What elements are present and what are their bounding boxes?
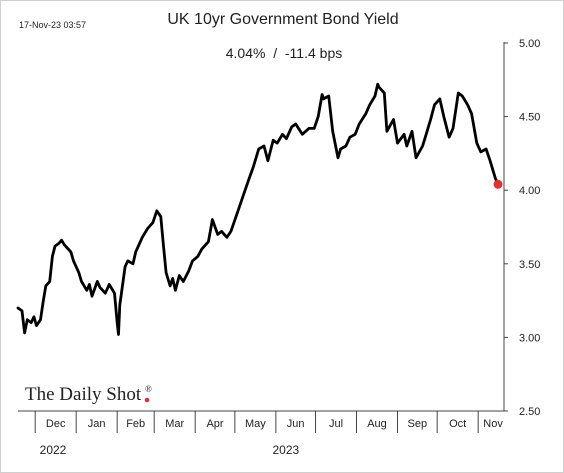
y-axis: 5.00 4.50 4.00 3.50 3.00 2.50 bbox=[504, 38, 540, 418]
y-tick-label: 3.00 bbox=[519, 332, 540, 344]
x-month-label: Dec bbox=[46, 418, 66, 430]
x-month-label: May bbox=[245, 418, 266, 430]
brand-red-dot bbox=[144, 397, 150, 403]
x-month-label: Feb bbox=[126, 418, 145, 430]
y-tick-label: 3.50 bbox=[519, 259, 540, 271]
yield-series-line bbox=[16, 82, 500, 336]
timestamp: 17-Nov-23 03:57 bbox=[19, 20, 86, 30]
brand-text: The Daily Shot bbox=[25, 384, 142, 405]
x-month-label: Jan bbox=[88, 418, 106, 430]
x-month-label: Aug bbox=[367, 418, 387, 430]
x-month-label: Jun bbox=[287, 418, 305, 430]
y-tick-label: 2.50 bbox=[519, 406, 540, 418]
x-axis: Dec Jan Feb Mar Apr May Jun Jul Aug Sep Oct Nov 2022… bbox=[34, 411, 503, 457]
last-value-marker bbox=[493, 179, 503, 189]
chart-subtitle: 4.04% / -11.4 bps bbox=[226, 45, 342, 61]
brand-logo: The Daily Shot ® bbox=[25, 384, 152, 405]
x-month-label: Jul bbox=[329, 418, 343, 430]
x-month-label: Nov bbox=[483, 418, 503, 430]
brand-registered-mark: ® bbox=[145, 384, 152, 394]
x-month-label: Mar bbox=[165, 418, 184, 430]
chart-title: UK 10yr Government Bond Yield bbox=[167, 11, 398, 28]
x-month-label: Apr bbox=[206, 418, 223, 430]
x-month-label: Oct bbox=[449, 418, 466, 430]
x-year-label: 2023 bbox=[272, 443, 299, 457]
y-tick-label: 5.00 bbox=[519, 38, 540, 50]
y-tick-label: 4.50 bbox=[519, 112, 540, 124]
x-month-label: Sep bbox=[408, 418, 428, 430]
y-tick-label: 4.00 bbox=[519, 185, 540, 197]
x-year-label: 2022 bbox=[40, 443, 67, 457]
